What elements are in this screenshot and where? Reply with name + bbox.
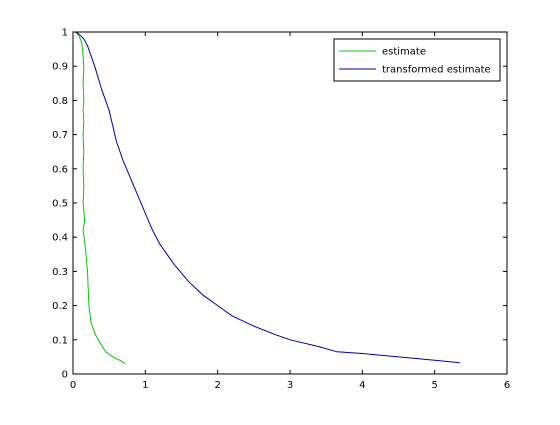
y-tick-label: 1 [62, 28, 68, 39]
x-tick-label: 1 [142, 380, 148, 391]
y-tick-label: 0.6 [52, 164, 68, 175]
y-tick-label: 0.9 [52, 62, 68, 73]
y-tick-label: 0.8 [52, 96, 68, 107]
x-tick-label: 0 [70, 380, 76, 391]
plot-area [73, 32, 507, 374]
y-tick-label: 0.3 [52, 267, 68, 278]
y-tick-label: 0.7 [52, 130, 68, 141]
series-line-2 [76, 31, 461, 364]
y-tick-label: 0.4 [52, 233, 68, 244]
axes-layer: 0 1 2 3 4 5 6 0 0.1 0.2 0.3 0.4 0.5 0.6 0.7 0.8 0.9 1 [52, 28, 510, 392]
x-tick-label: 6 [504, 380, 510, 391]
x-tick-label: 5 [431, 380, 437, 391]
legend-label-1: estimate [382, 47, 426, 58]
y-tick-label: 0.1 [52, 335, 68, 346]
x-tick-label: 3 [287, 380, 293, 391]
series-layer [74, 31, 461, 365]
y-tick-label: 0 [62, 370, 68, 381]
legend-box [333, 38, 501, 82]
legend: estimate transformed estimate [333, 38, 501, 82]
x-tick-label: 4 [359, 380, 365, 391]
series-line-1 [74, 31, 126, 365]
x-tick-label: 2 [214, 380, 220, 391]
y-tick-label: 0.2 [52, 301, 68, 312]
legend-label-2: transformed estimate [382, 65, 491, 76]
y-tick-label: 0.5 [52, 199, 68, 210]
